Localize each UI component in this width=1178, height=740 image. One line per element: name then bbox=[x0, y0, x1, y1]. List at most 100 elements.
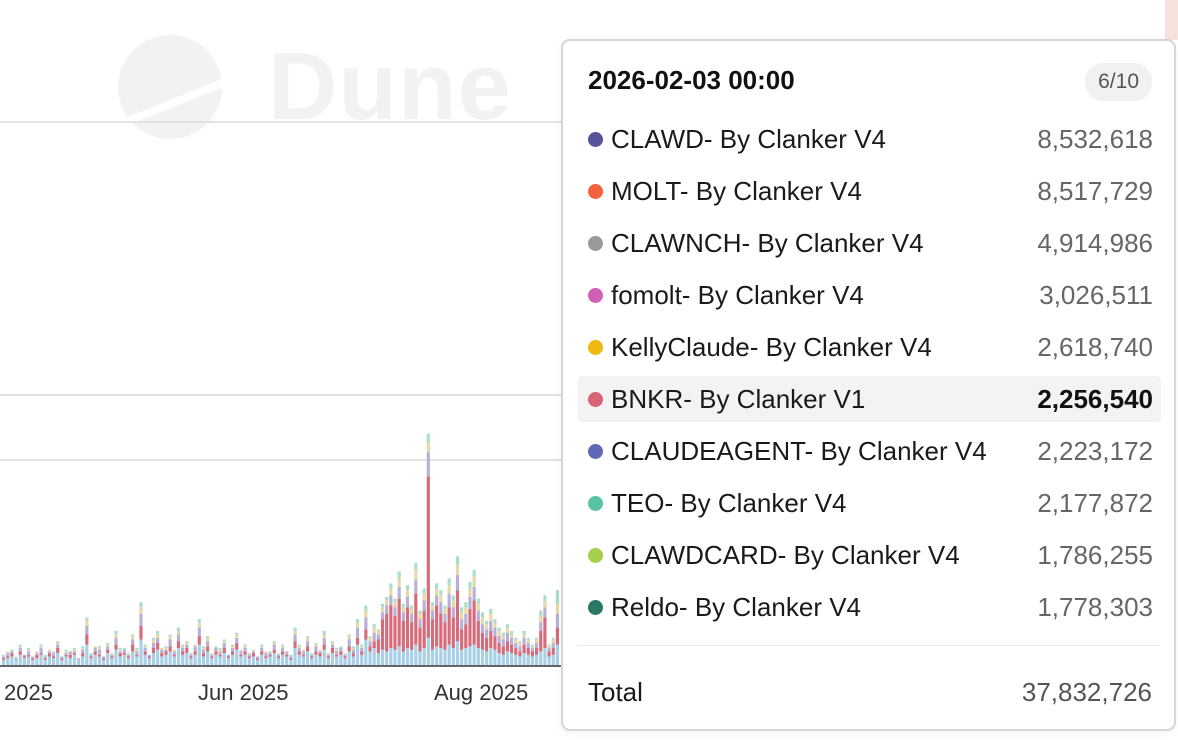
bar-segment[interactable] bbox=[485, 624, 489, 630]
bar-segment[interactable] bbox=[151, 639, 156, 643]
bar-segment[interactable] bbox=[39, 646, 43, 648]
bar-segment[interactable] bbox=[10, 651, 14, 654]
bar-segment[interactable] bbox=[143, 644, 147, 647]
bar-segment[interactable] bbox=[380, 603, 385, 608]
bar-segment[interactable] bbox=[489, 608, 493, 614]
bar-segment[interactable] bbox=[210, 656, 214, 659]
bar-segment[interactable] bbox=[489, 648, 493, 665]
bar-segment[interactable] bbox=[18, 646, 22, 648]
bar-segment[interactable] bbox=[243, 654, 247, 665]
bar-segment[interactable] bbox=[414, 644, 418, 665]
bar-segment[interactable] bbox=[226, 658, 231, 665]
bar-segment[interactable] bbox=[210, 653, 214, 655]
bar-segment[interactable] bbox=[93, 651, 97, 655]
bar-segment[interactable] bbox=[301, 656, 305, 666]
bar-segment[interactable] bbox=[476, 620, 480, 648]
bar-segment[interactable] bbox=[305, 637, 310, 642]
bar-segment[interactable] bbox=[206, 636, 210, 638]
bar-segment[interactable] bbox=[355, 627, 360, 638]
bar-segment[interactable] bbox=[122, 654, 126, 665]
bar-segment[interactable] bbox=[168, 651, 172, 665]
bar-segment[interactable] bbox=[501, 646, 505, 655]
bar-segment[interactable] bbox=[93, 646, 97, 648]
bar-segment[interactable] bbox=[355, 644, 360, 665]
bar-segment[interactable] bbox=[539, 615, 543, 623]
bar-segment[interactable] bbox=[89, 658, 93, 665]
bar-segment[interactable] bbox=[505, 651, 510, 665]
bar-segment[interactable] bbox=[405, 607, 410, 648]
bar-segment[interactable] bbox=[226, 656, 231, 659]
bar-segment[interactable] bbox=[76, 658, 81, 660]
bar-segment[interactable] bbox=[172, 651, 176, 655]
bar-segment[interactable] bbox=[489, 620, 493, 631]
bar-segment[interactable] bbox=[22, 658, 26, 665]
bar-segment[interactable] bbox=[310, 654, 314, 657]
bar-segment[interactable] bbox=[410, 622, 414, 650]
bar-segment[interactable] bbox=[126, 658, 131, 665]
bar-segment[interactable] bbox=[493, 636, 497, 650]
bar-segment[interactable] bbox=[418, 610, 422, 614]
bar-segment[interactable] bbox=[372, 627, 376, 633]
bar-segment[interactable] bbox=[401, 603, 405, 608]
bar-segment[interactable] bbox=[176, 627, 181, 631]
bar-segment[interactable] bbox=[26, 651, 31, 655]
bar-segment[interactable] bbox=[143, 646, 147, 648]
bar-segment[interactable] bbox=[360, 654, 364, 665]
bar-segment[interactable] bbox=[297, 654, 301, 665]
bar-segment[interactable] bbox=[360, 651, 364, 655]
bar-segment[interactable] bbox=[276, 654, 280, 657]
bar-segment[interactable] bbox=[551, 637, 555, 640]
bar-segment[interactable] bbox=[281, 644, 285, 647]
bar-segment[interactable] bbox=[239, 656, 243, 666]
bar-segment[interactable] bbox=[189, 656, 193, 659]
bar-segment[interactable] bbox=[368, 651, 372, 665]
bar-segment[interactable] bbox=[189, 654, 193, 657]
bar-segment[interactable] bbox=[122, 653, 126, 655]
bar-segment[interactable] bbox=[131, 639, 135, 645]
bar-segment[interactable] bbox=[401, 651, 405, 665]
bar-segment[interactable] bbox=[218, 656, 222, 666]
bar-segment[interactable] bbox=[551, 639, 555, 643]
bar-segment[interactable] bbox=[197, 627, 201, 637]
bar-segment[interactable] bbox=[210, 658, 214, 665]
bar-segment[interactable] bbox=[131, 636, 135, 640]
bar-segment[interactable] bbox=[405, 585, 410, 591]
bar-segment[interactable] bbox=[393, 602, 397, 608]
bar-segment[interactable] bbox=[514, 654, 518, 665]
bar-segment[interactable] bbox=[397, 586, 401, 599]
bar-segment[interactable] bbox=[472, 576, 476, 587]
bar-segment[interactable] bbox=[418, 619, 422, 628]
bar-segment[interactable] bbox=[247, 656, 251, 659]
bar-segment[interactable] bbox=[551, 642, 555, 648]
bar-segment[interactable] bbox=[305, 651, 310, 665]
bar-segment[interactable] bbox=[260, 644, 264, 647]
bar-segment[interactable] bbox=[185, 644, 189, 648]
bar-segment[interactable] bbox=[372, 648, 376, 665]
bar-segment[interactable] bbox=[460, 629, 464, 650]
bar-segment[interactable] bbox=[172, 656, 176, 666]
bar-segment[interactable] bbox=[172, 649, 176, 652]
bar-segment[interactable] bbox=[26, 649, 31, 652]
bar-segment[interactable] bbox=[318, 656, 322, 666]
bar-segment[interactable] bbox=[364, 605, 368, 611]
bar-segment[interactable] bbox=[451, 617, 455, 648]
bar-segment[interactable] bbox=[360, 646, 364, 648]
bar-segment[interactable] bbox=[364, 639, 368, 666]
bar-segment[interactable] bbox=[51, 658, 56, 665]
bar-segment[interactable] bbox=[410, 649, 414, 665]
bar-segment[interactable] bbox=[514, 648, 518, 655]
bar-segment[interactable] bbox=[297, 646, 301, 648]
bar-segment[interactable] bbox=[272, 653, 276, 665]
bar-segment[interactable] bbox=[185, 653, 189, 665]
bar-segment[interactable] bbox=[201, 648, 206, 650]
bar-segment[interactable] bbox=[422, 610, 426, 648]
bar-segment[interactable] bbox=[235, 642, 239, 650]
bar-segment[interactable] bbox=[231, 644, 235, 647]
bar-segment[interactable] bbox=[339, 646, 343, 648]
bar-segment[interactable] bbox=[310, 658, 314, 665]
bar-segment[interactable] bbox=[443, 608, 447, 614]
bar-segment[interactable] bbox=[139, 614, 143, 626]
bar-segment[interactable] bbox=[497, 642, 501, 654]
bar-segment[interactable] bbox=[539, 622, 543, 632]
bar-segment[interactable] bbox=[468, 646, 472, 665]
